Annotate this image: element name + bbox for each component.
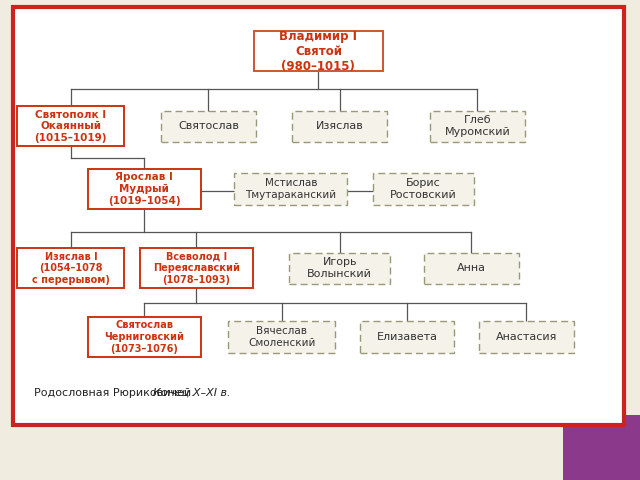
Text: Вячеслав
Смоленский: Вячеслав Смоленский <box>248 326 316 348</box>
FancyBboxPatch shape <box>17 107 124 146</box>
Bar <box>13 7 624 425</box>
Text: Глеб
Муромский: Глеб Муромский <box>444 115 510 137</box>
FancyBboxPatch shape <box>479 322 573 353</box>
Text: Святослав: Святослав <box>178 121 239 131</box>
FancyBboxPatch shape <box>88 317 201 357</box>
Text: Игорь
Волынский: Игорь Волынский <box>307 257 372 279</box>
FancyBboxPatch shape <box>88 169 201 209</box>
Text: Святополк I
Окаянный
(1015–1019): Святополк I Окаянный (1015–1019) <box>35 109 107 143</box>
FancyBboxPatch shape <box>430 110 525 142</box>
FancyBboxPatch shape <box>161 110 256 142</box>
FancyBboxPatch shape <box>360 322 454 353</box>
FancyBboxPatch shape <box>17 248 124 288</box>
Text: Всеволод I
Переяславский
(1078–1093): Всеволод I Переяславский (1078–1093) <box>153 252 239 285</box>
Text: Ярослав I
Мудрый
(1019–1054): Ярослав I Мудрый (1019–1054) <box>108 172 180 205</box>
FancyBboxPatch shape <box>228 322 335 353</box>
Bar <box>563 415 640 480</box>
Text: Борис
Ростовский: Борис Ростовский <box>390 178 457 200</box>
Bar <box>13 7 624 425</box>
FancyBboxPatch shape <box>424 252 518 284</box>
Text: Конец X–XI в.: Конец X–XI в. <box>152 387 230 397</box>
Text: Владимир I
Святой
(980–1015): Владимир I Святой (980–1015) <box>280 30 357 72</box>
Text: Изяслав: Изяслав <box>316 121 364 131</box>
Text: Елизавета: Елизавета <box>376 332 438 342</box>
FancyBboxPatch shape <box>234 173 348 204</box>
Text: Родословная Рюриковичей.: Родословная Рюриковичей. <box>34 387 198 397</box>
FancyBboxPatch shape <box>292 110 387 142</box>
FancyBboxPatch shape <box>373 173 474 204</box>
Text: Анна: Анна <box>457 263 486 273</box>
FancyBboxPatch shape <box>140 248 253 288</box>
Text: Святослав
Черниговский
(1073–1076): Святослав Черниговский (1073–1076) <box>104 321 184 354</box>
FancyBboxPatch shape <box>254 31 383 71</box>
Text: Мстислав
Тмутараканский: Мстислав Тмутараканский <box>245 178 337 200</box>
Text: Изяслав I
(1054–1078
с перерывом): Изяслав I (1054–1078 с перерывом) <box>32 252 110 285</box>
FancyBboxPatch shape <box>289 252 390 284</box>
Text: Анастасия: Анастасия <box>495 332 557 342</box>
